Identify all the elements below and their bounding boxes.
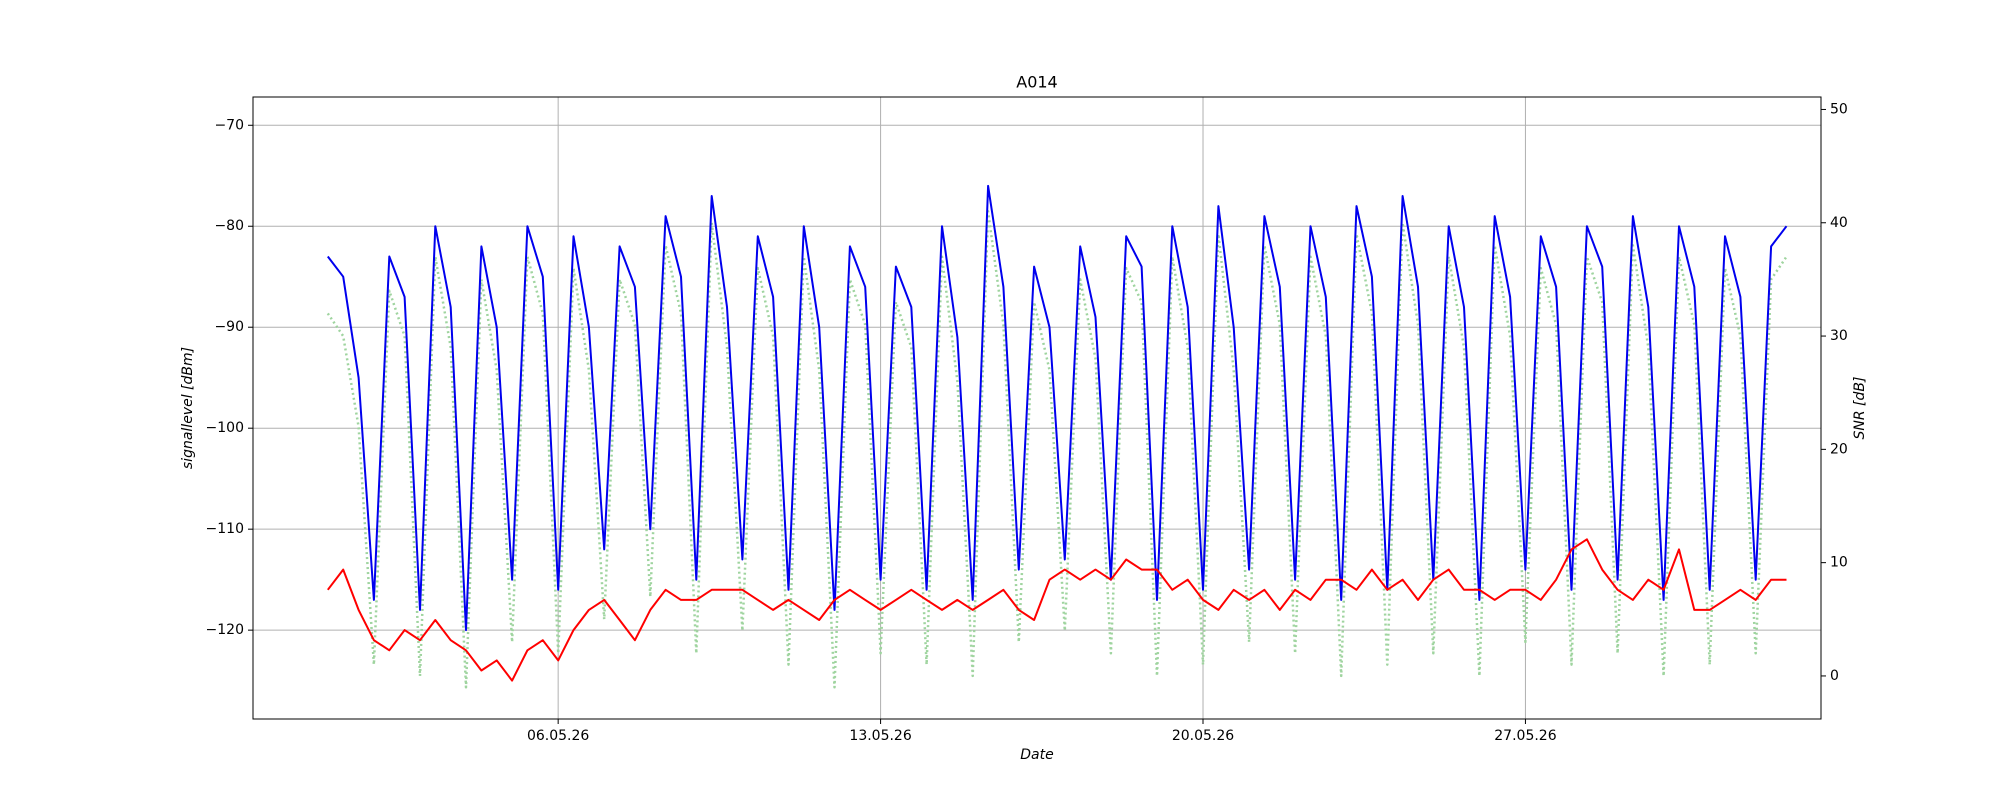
x-tick-label: 27.05.26: [1494, 728, 1556, 744]
x-tick-label: 06.05.26: [527, 728, 589, 744]
series-line: [327, 538, 1787, 682]
y2-tick-label: 0: [1830, 668, 1839, 684]
y-tick-label: −100: [206, 420, 244, 436]
y-tick-label: −120: [206, 622, 244, 638]
x-axis-label: Date: [1020, 747, 1053, 763]
y2-tick-label: 20: [1830, 441, 1848, 457]
y-tick-label: −70: [214, 117, 244, 133]
y-tick-label: −90: [214, 319, 244, 335]
x-tick-label: 13.05.26: [849, 728, 911, 744]
y2-tick-label: 40: [1830, 215, 1848, 231]
series-line: [326, 210, 1788, 689]
y2-tick-label: 10: [1830, 555, 1848, 571]
plot-frame: [252, 96, 1822, 720]
y2-axis-label: SNR [dB]: [1852, 377, 1868, 440]
y-tick-label: −110: [206, 521, 244, 537]
y2-tick-label: 50: [1830, 101, 1848, 117]
series-line: [327, 184, 1788, 632]
y2-tick-label: 30: [1830, 328, 1848, 344]
y-tick-label: −80: [214, 218, 244, 234]
y-axis-label: signallevel [dBm]: [180, 347, 196, 469]
chart-title: A014: [1016, 73, 1057, 92]
x-tick-label: 20.05.26: [1172, 728, 1234, 744]
